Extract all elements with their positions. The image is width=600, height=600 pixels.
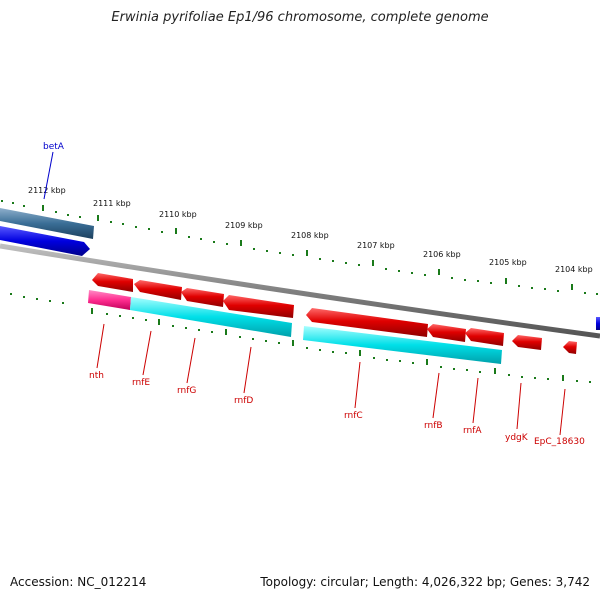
gene-nth[interactable] [92, 273, 133, 292]
gene-label-rnfD: rnfD [234, 396, 253, 406]
gene-EpC_18630[interactable] [563, 341, 577, 354]
accession-text: Accession: NC_012214 [10, 575, 147, 589]
scale-label-2110: 2110 kbp [159, 210, 197, 219]
gene-ydgK[interactable] [512, 335, 542, 350]
gene-label-EpC_18630: EpC_18630 [534, 437, 585, 447]
leader-line-betA [43, 151, 54, 200]
gene-label-ydgK: ydgK [505, 433, 529, 443]
gene-label-rnfA: rnfA [463, 426, 482, 436]
operon-segment-2 [303, 326, 502, 364]
operon-segment-1 [130, 297, 292, 337]
leader-line-rnfC [354, 361, 361, 409]
scale-label-2109: 2109 kbp [225, 221, 263, 230]
gene-rnfE[interactable] [134, 280, 182, 300]
gene-rnfB[interactable] [427, 324, 466, 342]
scale-label-2105: 2105 kbp [489, 258, 527, 267]
gene-label-rnfB: rnfB [424, 421, 443, 431]
gene-label-rnfC: rnfC [344, 411, 363, 421]
outer-scale-ticks [1, 200, 598, 295]
scale-label-2106: 2106 kbp [423, 250, 461, 259]
scale-label-2107: 2107 kbp [357, 241, 395, 250]
leader-line-EpC_18630 [559, 388, 566, 436]
genome-summary-text: Topology: circular; Length: 4,026,322 bp… [260, 575, 590, 589]
leader-line-ydgK [516, 382, 522, 430]
gene-reverse-blue-right[interactable] [596, 317, 600, 330]
leader-line-rnfG [186, 337, 196, 384]
chromosome-backbone [0, 243, 600, 339]
gene-rnfD[interactable] [223, 295, 294, 318]
leader-line-rnfE [142, 330, 152, 376]
leader-line-rnfA [472, 377, 479, 424]
inner-scale-ticks [10, 293, 591, 383]
gene-reverse-blue[interactable] [0, 226, 90, 256]
gene-rnfG[interactable] [181, 288, 224, 307]
scale-label-2111: 2111 kbp [93, 199, 131, 208]
map-title: Erwinia pyrifoliae Ep1/96 chromosome, co… [111, 10, 489, 25]
leader-line-rnfD [243, 346, 252, 394]
gene-leader-lines [96, 323, 566, 436]
scale-label-2108: 2108 kbp [291, 231, 329, 240]
gene-rnfC[interactable] [306, 308, 428, 337]
gene-label-rnfG: rnfG [177, 386, 196, 396]
scale-label-2104: 2104 kbp [555, 265, 593, 274]
scale-label-2112: 2112 kbp [28, 186, 66, 195]
leader-line-nth [96, 323, 105, 369]
gene-betA-reverse[interactable] [0, 208, 94, 239]
gene-rnfA[interactable] [465, 328, 504, 346]
gene-label-betA: betA [43, 142, 65, 152]
gene-label-nth: nth [89, 371, 104, 381]
gene-label-rnfE: rnfE [132, 378, 150, 388]
leader-line-rnfB [432, 372, 440, 419]
operon-start-segment [88, 290, 131, 310]
